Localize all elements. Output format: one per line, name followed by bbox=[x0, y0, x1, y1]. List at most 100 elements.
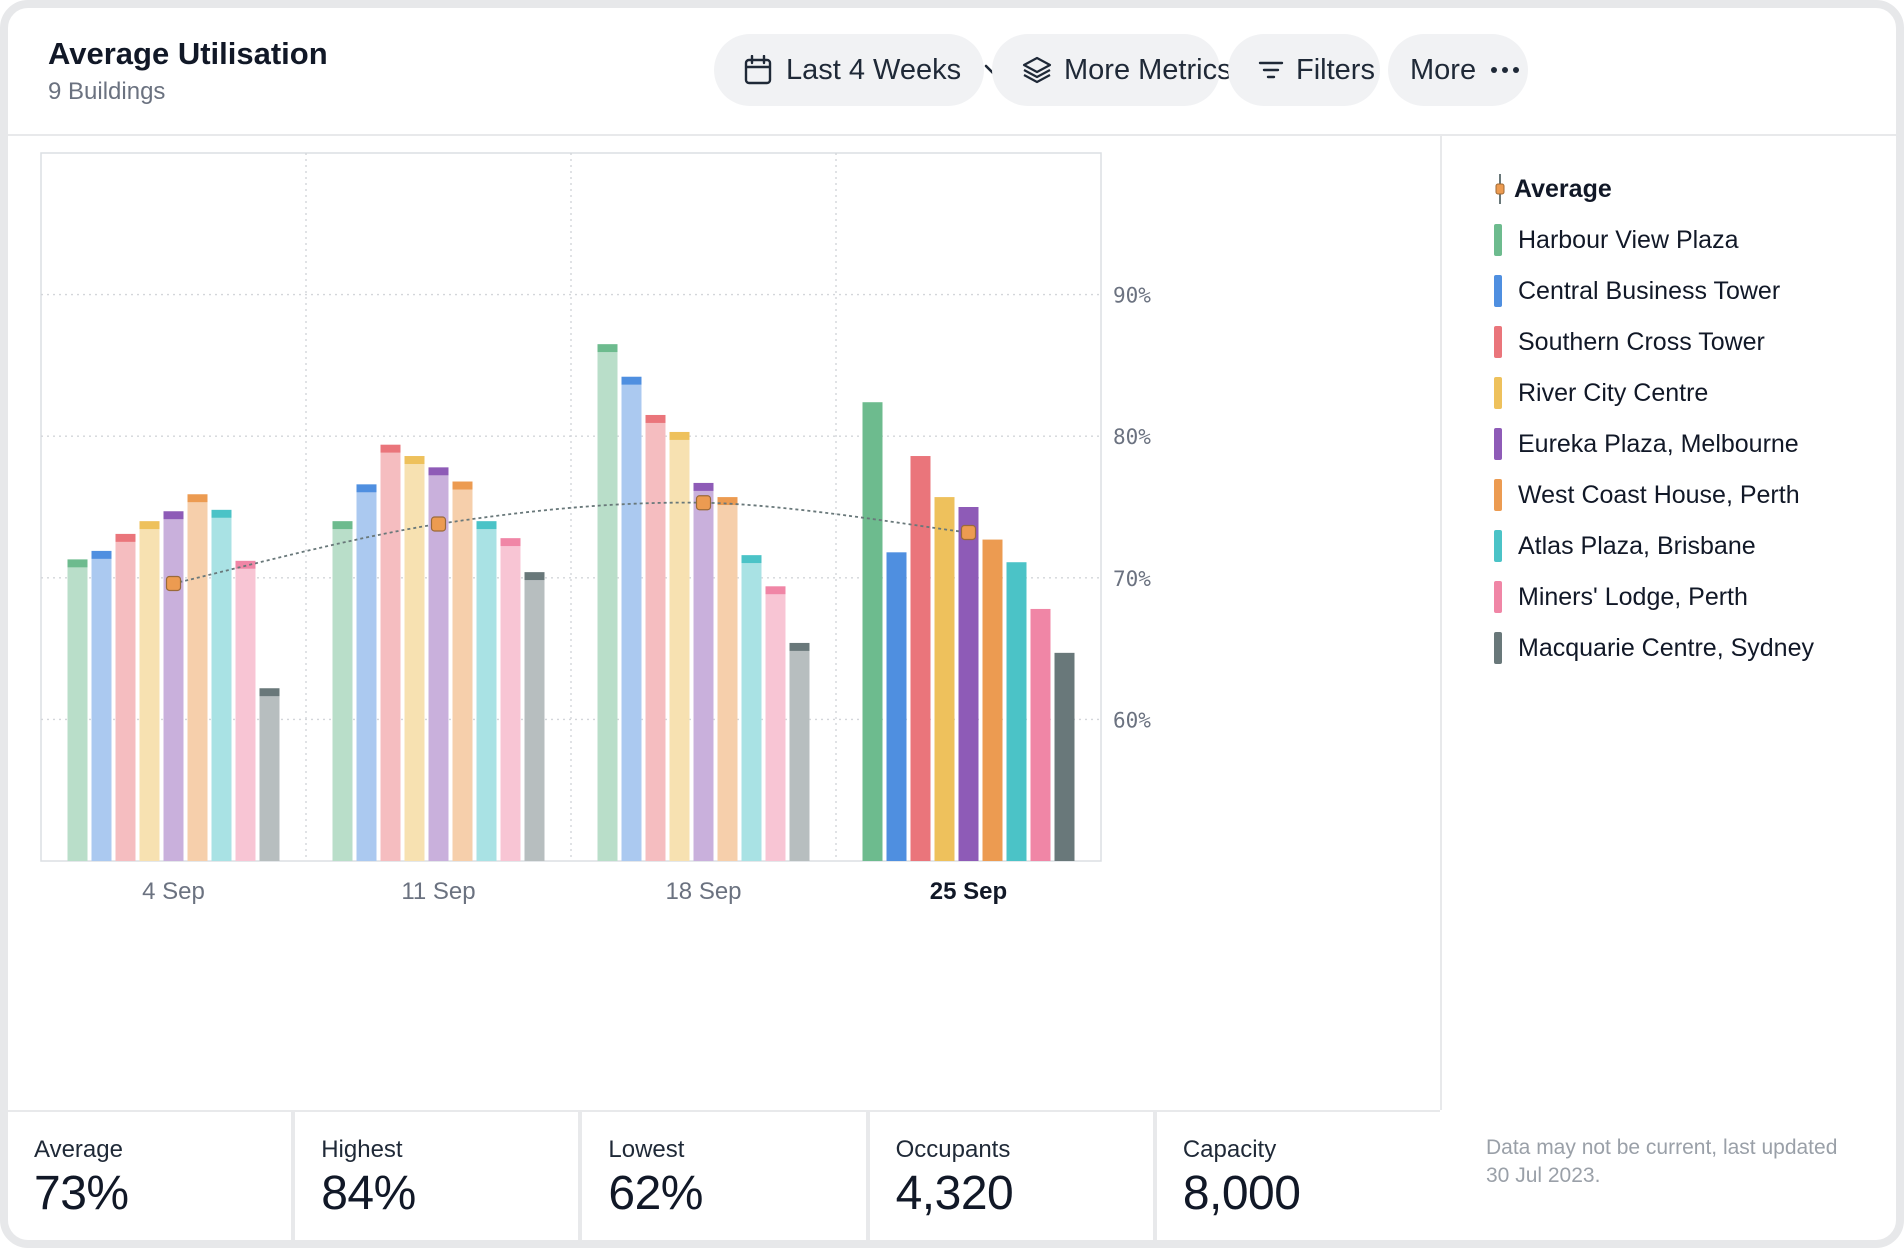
legend-label: Eureka Plaza, Melbourne bbox=[1518, 429, 1799, 458]
x-tick-label: 11 Sep bbox=[401, 878, 475, 905]
legend-label: Macquarie Centre, Sydney bbox=[1518, 633, 1814, 662]
bar-west-coast-house-perth bbox=[982, 539, 1003, 861]
more-dots-icon bbox=[1491, 67, 1520, 73]
filters-button[interactable]: Filters bbox=[1228, 34, 1380, 106]
bar-miners-lodge-perth bbox=[1030, 608, 1051, 861]
bar-eureka-plaza-melbourne bbox=[163, 519, 184, 861]
bar-eureka-plaza-melbourne bbox=[693, 490, 714, 861]
bar-cap-macquarie-centre-sydney bbox=[789, 642, 810, 651]
bar-harbour-view-plaza bbox=[862, 402, 883, 861]
bar-cap-west-coast-house-perth bbox=[717, 497, 738, 506]
stat-occupants: Occupants 4,320 bbox=[869, 1112, 1153, 1240]
y-tick-label: 60% bbox=[1113, 708, 1151, 732]
legend-swatch bbox=[1494, 428, 1502, 460]
filters-label: Filters bbox=[1296, 53, 1375, 86]
bar-atlas-plaza-brisbane bbox=[1006, 562, 1027, 861]
stat-value: 4,320 bbox=[895, 1167, 1014, 1220]
bar-central-business-tower bbox=[91, 558, 112, 861]
bar-macquarie-centre-sydney bbox=[1054, 652, 1075, 861]
more-button[interactable]: More bbox=[1388, 34, 1528, 106]
average-point bbox=[430, 516, 447, 532]
bar-cap-eureka-plaza-melbourne bbox=[163, 511, 184, 520]
stat-value: 8,000 bbox=[1182, 1167, 1301, 1220]
legend-item-eureka-plaza-melbourne[interactable]: Eureka Plaza, Melbourne bbox=[1494, 427, 1799, 461]
bar-river-city-centre bbox=[934, 497, 955, 861]
date-range-button[interactable]: Last 4 Weeks bbox=[714, 34, 1002, 106]
bar-southern-cross-tower bbox=[645, 422, 666, 861]
legend-item-southern-cross-tower[interactable]: Southern Cross Tower bbox=[1494, 325, 1765, 359]
stat-value: 73% bbox=[34, 1167, 129, 1220]
legend-item-west-coast-house-perth[interactable]: West Coast House, Perth bbox=[1494, 478, 1800, 512]
bar-cap-eureka-plaza-melbourne bbox=[428, 467, 449, 476]
bar-eureka-plaza-melbourne bbox=[958, 507, 979, 861]
bar-cap-river-city-centre bbox=[139, 521, 160, 530]
legend-item-macquarie-centre-sydney[interactable]: Macquarie Centre, Sydney bbox=[1494, 631, 1814, 665]
bar-cap-river-city-centre bbox=[404, 456, 425, 465]
stat-highest: Highest 84% bbox=[295, 1112, 579, 1240]
bar-atlas-plaza-brisbane bbox=[211, 517, 232, 861]
bar-cap-central-business-tower bbox=[91, 550, 112, 559]
legend-label: Miners' Lodge, Perth bbox=[1518, 582, 1748, 611]
bar-cap-macquarie-centre-sydney bbox=[524, 572, 545, 581]
bar-miners-lodge-perth bbox=[500, 546, 521, 861]
stat-label: Capacity bbox=[1182, 1136, 1277, 1163]
bar-central-business-tower bbox=[621, 384, 642, 861]
bar-cap-atlas-plaza-brisbane bbox=[476, 521, 497, 530]
data-note: Data may not be current, last updated 30… bbox=[1486, 1136, 1838, 1187]
stat-value: 84% bbox=[321, 1167, 416, 1220]
legend-swatch bbox=[1494, 224, 1502, 256]
average-point bbox=[695, 495, 712, 511]
stat-lowest: Lowest 62% bbox=[582, 1112, 866, 1240]
stat-value: 62% bbox=[608, 1167, 703, 1220]
bar-west-coast-house-perth bbox=[452, 489, 473, 861]
bar-southern-cross-tower bbox=[380, 452, 401, 861]
x-tick-label: 18 Sep bbox=[665, 878, 741, 905]
legend-swatch bbox=[1494, 326, 1502, 358]
average-point bbox=[960, 524, 977, 541]
stats-bar: Average 73% Highest 84% Lowest 62% Occup… bbox=[8, 1110, 1441, 1240]
legend-label: Atlas Plaza, Brisbane bbox=[1518, 531, 1756, 560]
bar-cap-miners-lodge-perth bbox=[235, 560, 256, 569]
bar-cap-atlas-plaza-brisbane bbox=[211, 509, 232, 518]
x-tick-label: 4 Sep bbox=[142, 878, 205, 905]
average-marker-icon bbox=[1495, 174, 1505, 204]
legend-item-miners-lodge-perth[interactable]: Miners' Lodge, Perth bbox=[1494, 580, 1748, 614]
bar-eureka-plaza-melbourne bbox=[428, 475, 449, 861]
legend-item-atlas-plaza-brisbane[interactable]: Atlas Plaza, Brisbane bbox=[1494, 529, 1756, 563]
bar-miners-lodge-perth bbox=[235, 568, 256, 861]
bar-southern-cross-tower bbox=[910, 456, 931, 861]
legend-item-central-business-tower[interactable]: Central Business Tower bbox=[1494, 274, 1780, 308]
bar-river-city-centre bbox=[139, 529, 160, 861]
bar-cap-atlas-plaza-brisbane bbox=[741, 555, 762, 564]
bar-cap-southern-cross-tower bbox=[115, 533, 136, 542]
bar-cap-southern-cross-tower bbox=[645, 414, 666, 423]
bar-cap-west-coast-house-perth bbox=[187, 494, 208, 503]
page-subtitle: 9 Buildings bbox=[48, 78, 166, 105]
bar-miners-lodge-perth bbox=[765, 594, 786, 861]
stat-label: Occupants bbox=[895, 1136, 1011, 1163]
bar-cap-miners-lodge-perth bbox=[765, 586, 786, 595]
bar-central-business-tower bbox=[886, 552, 907, 861]
average-point bbox=[165, 575, 182, 592]
bar-macquarie-centre-sydney bbox=[524, 580, 545, 861]
bar-river-city-centre bbox=[404, 464, 425, 861]
legend-item-river-city-centre[interactable]: River City Centre bbox=[1494, 376, 1708, 410]
bar-macquarie-centre-sydney bbox=[259, 696, 280, 861]
date-range-label: Last 4 Weeks bbox=[786, 53, 962, 86]
bar-cap-miners-lodge-perth bbox=[500, 538, 521, 547]
bar-central-business-tower bbox=[356, 492, 377, 861]
chart-legend: Average Harbour View Plaza Central Busine… bbox=[1442, 136, 1896, 1240]
legend-label: Average bbox=[1514, 174, 1612, 203]
legend-item-average[interactable]: Average bbox=[1494, 172, 1612, 206]
legend-label: West Coast House, Perth bbox=[1518, 480, 1800, 509]
more-metrics-button[interactable]: More Metrics bbox=[992, 34, 1232, 106]
bar-atlas-plaza-brisbane bbox=[741, 563, 762, 861]
legend-item-harbour-view-plaza[interactable]: Harbour View Plaza bbox=[1494, 223, 1738, 257]
bar-cap-central-business-tower bbox=[621, 376, 642, 385]
utilisation-chart: 60% 70% 80% 90% 4 Sep 11 Sep 18 Sep 25 Sep bbox=[40, 152, 1151, 905]
x-tick-label: 25 Sep bbox=[930, 878, 1007, 905]
stat-label: Average bbox=[34, 1136, 123, 1163]
filter-icon bbox=[1258, 61, 1284, 79]
legend-swatch bbox=[1494, 581, 1502, 613]
card-header: Average Utilisation 9 Buildings Last 4 W… bbox=[8, 8, 1896, 136]
